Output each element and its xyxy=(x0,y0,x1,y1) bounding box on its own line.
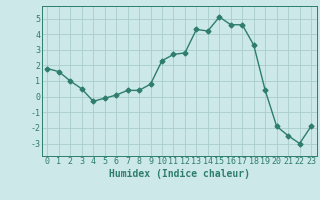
X-axis label: Humidex (Indice chaleur): Humidex (Indice chaleur) xyxy=(109,169,250,179)
